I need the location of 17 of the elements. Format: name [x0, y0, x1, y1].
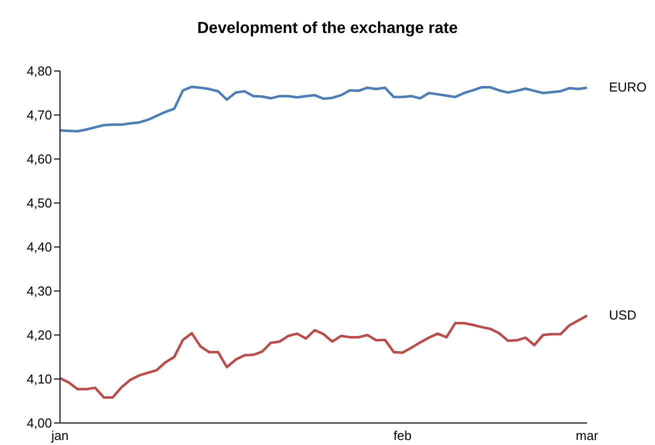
y-tick-label: 4,80 [26, 64, 52, 79]
x-tick-label: jan [50, 428, 69, 444]
y-tick-label: 4,70 [26, 108, 52, 123]
y-tick-label: 4,00 [26, 416, 52, 431]
series-label: EURO [609, 80, 647, 95]
y-tick-label: 4,50 [26, 196, 52, 211]
x-tick-label: feb [394, 428, 412, 444]
chart-title: Development of the exchange rate [196, 20, 459, 38]
y-tick-label: 4,60 [26, 152, 52, 167]
series-label: USD [609, 308, 636, 323]
line-series [58, 86, 588, 133]
y-tick-label: 4,20 [26, 328, 52, 343]
x-tick-label: mar [576, 428, 599, 444]
y-tick-label: 4,30 [26, 284, 52, 299]
y-tick-label: 4,10 [26, 372, 52, 387]
y-tick-label: 4,40 [26, 240, 52, 255]
line-series [58, 314, 588, 399]
